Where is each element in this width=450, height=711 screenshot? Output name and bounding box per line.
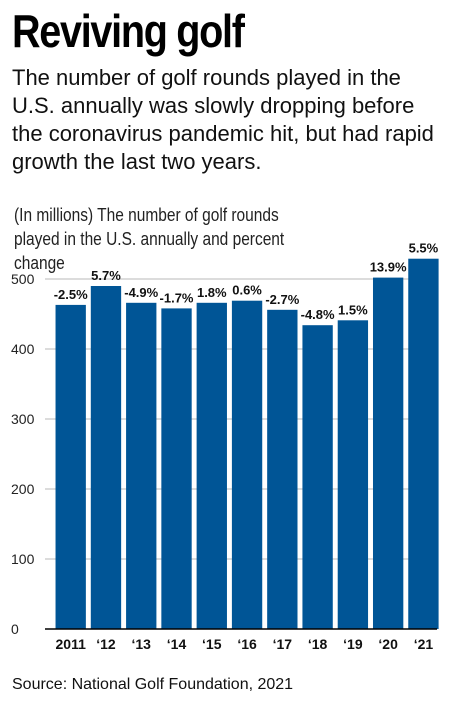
x-tick-label: ‘19 (343, 636, 363, 652)
chart-description: (In millions) The number of golf rounds … (14, 205, 285, 273)
data-label: 0.6% (232, 283, 262, 298)
data-label: 5.7% (91, 268, 121, 283)
x-tick-label: ‘20 (378, 636, 398, 652)
chart-subtitle: The number of golf rounds played in the … (12, 65, 434, 174)
data-label: 5.5% (409, 241, 439, 256)
x-tick-label: 2011 (56, 636, 87, 652)
data-label: -1.7% (160, 290, 194, 305)
bar (55, 304, 86, 629)
bar (90, 286, 122, 629)
x-tick-label: ‘18 (308, 636, 328, 652)
data-label: -4.9% (124, 285, 158, 300)
bar (196, 302, 227, 629)
x-tick-label: ‘15 (202, 636, 222, 652)
y-tick-label: 400 (11, 341, 35, 357)
bar (302, 325, 333, 629)
bar (372, 277, 404, 629)
y-tick-label: 200 (11, 481, 35, 497)
bar (337, 320, 369, 629)
source-note: Source: National Golf Foundation, 2021 (12, 676, 294, 693)
data-label: -4.8% (301, 307, 335, 322)
x-tick-label: ‘17 (273, 636, 293, 652)
x-tick-label: ‘21 (414, 636, 434, 652)
y-tick-label: 300 (11, 411, 35, 427)
x-tick-label: ‘16 (237, 636, 257, 652)
x-tick-label: ‘13 (132, 636, 152, 652)
x-tick-label: ‘12 (96, 636, 116, 652)
bar (267, 309, 298, 629)
bar (408, 258, 439, 629)
data-label: -2.5% (54, 287, 88, 302)
y-tick-label: 0 (11, 621, 19, 637)
data-label: 1.8% (197, 285, 227, 300)
y-tick-label: 500 (11, 271, 35, 287)
data-label: 13.9% (370, 260, 407, 275)
bar (231, 300, 263, 629)
bar (126, 302, 157, 629)
chart-title: Reviving golf (12, 5, 245, 57)
x-tick-label: ‘14 (167, 636, 187, 652)
data-label: 1.5% (338, 302, 368, 317)
bar (161, 308, 192, 629)
data-label: -2.7% (265, 292, 299, 307)
y-tick-label: 100 (11, 551, 35, 567)
